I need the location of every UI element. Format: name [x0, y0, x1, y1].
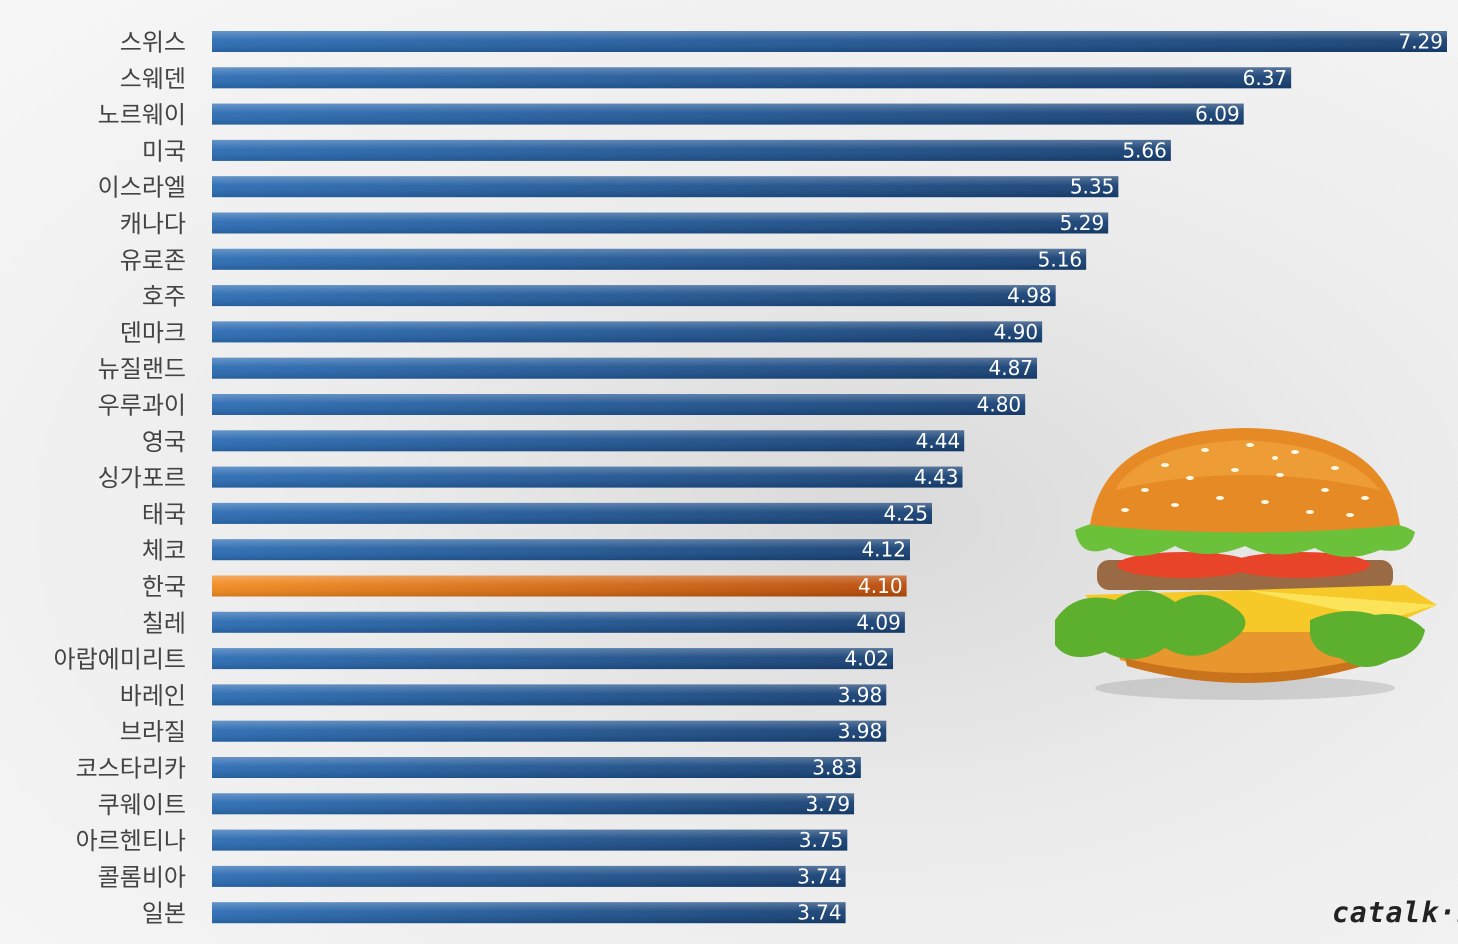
category-label: 스웨덴 — [120, 65, 186, 93]
value-label: 4.90 — [994, 320, 1039, 344]
category-label: 스위스 — [120, 29, 186, 57]
value-label: 4.87 — [988, 356, 1033, 380]
bar-shine — [212, 829, 848, 851]
value-label: 4.43 — [914, 465, 959, 489]
bar-shine — [212, 176, 1119, 198]
bar-shine — [212, 611, 905, 633]
value-label: 4.25 — [883, 501, 928, 525]
category-label: 이스라엘 — [98, 174, 186, 202]
category-label: 호주 — [142, 283, 186, 311]
category-label: 아랍에미리트 — [54, 646, 186, 674]
category-label: 뉴질랜드 — [98, 355, 186, 383]
value-label: 4.09 — [856, 610, 901, 634]
category-label: 쿠웨이트 — [98, 791, 186, 819]
bar-shine — [212, 31, 1447, 52]
category-label: 노르웨이 — [98, 101, 186, 129]
value-label: 3.98 — [838, 719, 883, 743]
bar-shine — [212, 285, 1056, 307]
value-label: 4.80 — [977, 393, 1022, 417]
bar-shine — [212, 466, 963, 488]
bar-shine — [212, 902, 846, 924]
bar-shine — [212, 139, 1171, 161]
bar-shine — [212, 502, 932, 524]
value-label: 5.16 — [1038, 247, 1083, 271]
value-label: 3.98 — [838, 683, 883, 707]
bar-shine — [212, 539, 910, 561]
category-label: 체코 — [142, 537, 186, 565]
category-label: 유로존 — [120, 246, 186, 274]
category-label: 콜롬비아 — [98, 863, 186, 891]
value-label: 4.12 — [861, 538, 906, 562]
value-label: 3.74 — [797, 901, 842, 925]
category-label: 코스타리카 — [76, 755, 186, 783]
bar-shine — [212, 648, 894, 670]
category-label: 일본 — [142, 900, 186, 928]
category-label: 한국 — [142, 573, 186, 601]
bar-shine — [212, 103, 1244, 125]
bar-shine — [212, 67, 1292, 89]
hamburger-icon — [1055, 428, 1437, 700]
value-label: 4.10 — [858, 574, 903, 598]
category-label: 바레인 — [120, 682, 186, 710]
category-label: 싱가포르 — [98, 464, 186, 492]
value-label: 3.83 — [812, 756, 857, 780]
bar-shine — [212, 430, 965, 452]
bar-shine — [212, 321, 1043, 343]
bar-shine — [212, 575, 907, 597]
value-label: 4.44 — [916, 429, 961, 453]
value-label: 5.29 — [1060, 211, 1105, 235]
value-label: 3.79 — [806, 792, 851, 816]
bar-shine — [212, 357, 1038, 379]
category-label: 미국 — [142, 137, 186, 165]
bar-shine — [212, 248, 1087, 270]
bar-shine — [212, 757, 861, 778]
category-label: 우루과이 — [98, 392, 186, 420]
category-label: 영국 — [142, 428, 186, 456]
category-label: 캐나다 — [120, 210, 186, 238]
bar-shine — [212, 720, 887, 742]
value-label: 3.75 — [799, 828, 844, 852]
bar-shine — [212, 684, 887, 706]
category-label: 칠레 — [142, 609, 186, 637]
category-label: 덴마크 — [120, 319, 186, 347]
value-label: 4.98 — [1007, 284, 1052, 308]
value-label: 7.29 — [1398, 30, 1443, 54]
category-label: 브라질 — [120, 718, 186, 746]
value-label: 5.35 — [1070, 175, 1115, 199]
bar-shine — [212, 865, 846, 887]
value-label: 4.02 — [844, 647, 889, 671]
category-label: 태국 — [142, 500, 186, 528]
value-label: 3.74 — [797, 864, 842, 888]
bar-shine — [212, 793, 855, 815]
bar-shine — [212, 394, 1026, 415]
value-label: 6.37 — [1243, 66, 1288, 90]
value-label: 5.66 — [1122, 138, 1167, 162]
value-label: 6.09 — [1195, 102, 1240, 126]
watermark: catalk·I — [1332, 896, 1458, 929]
category-label: 아르헨티나 — [76, 827, 186, 855]
bar-shine — [212, 212, 1109, 234]
